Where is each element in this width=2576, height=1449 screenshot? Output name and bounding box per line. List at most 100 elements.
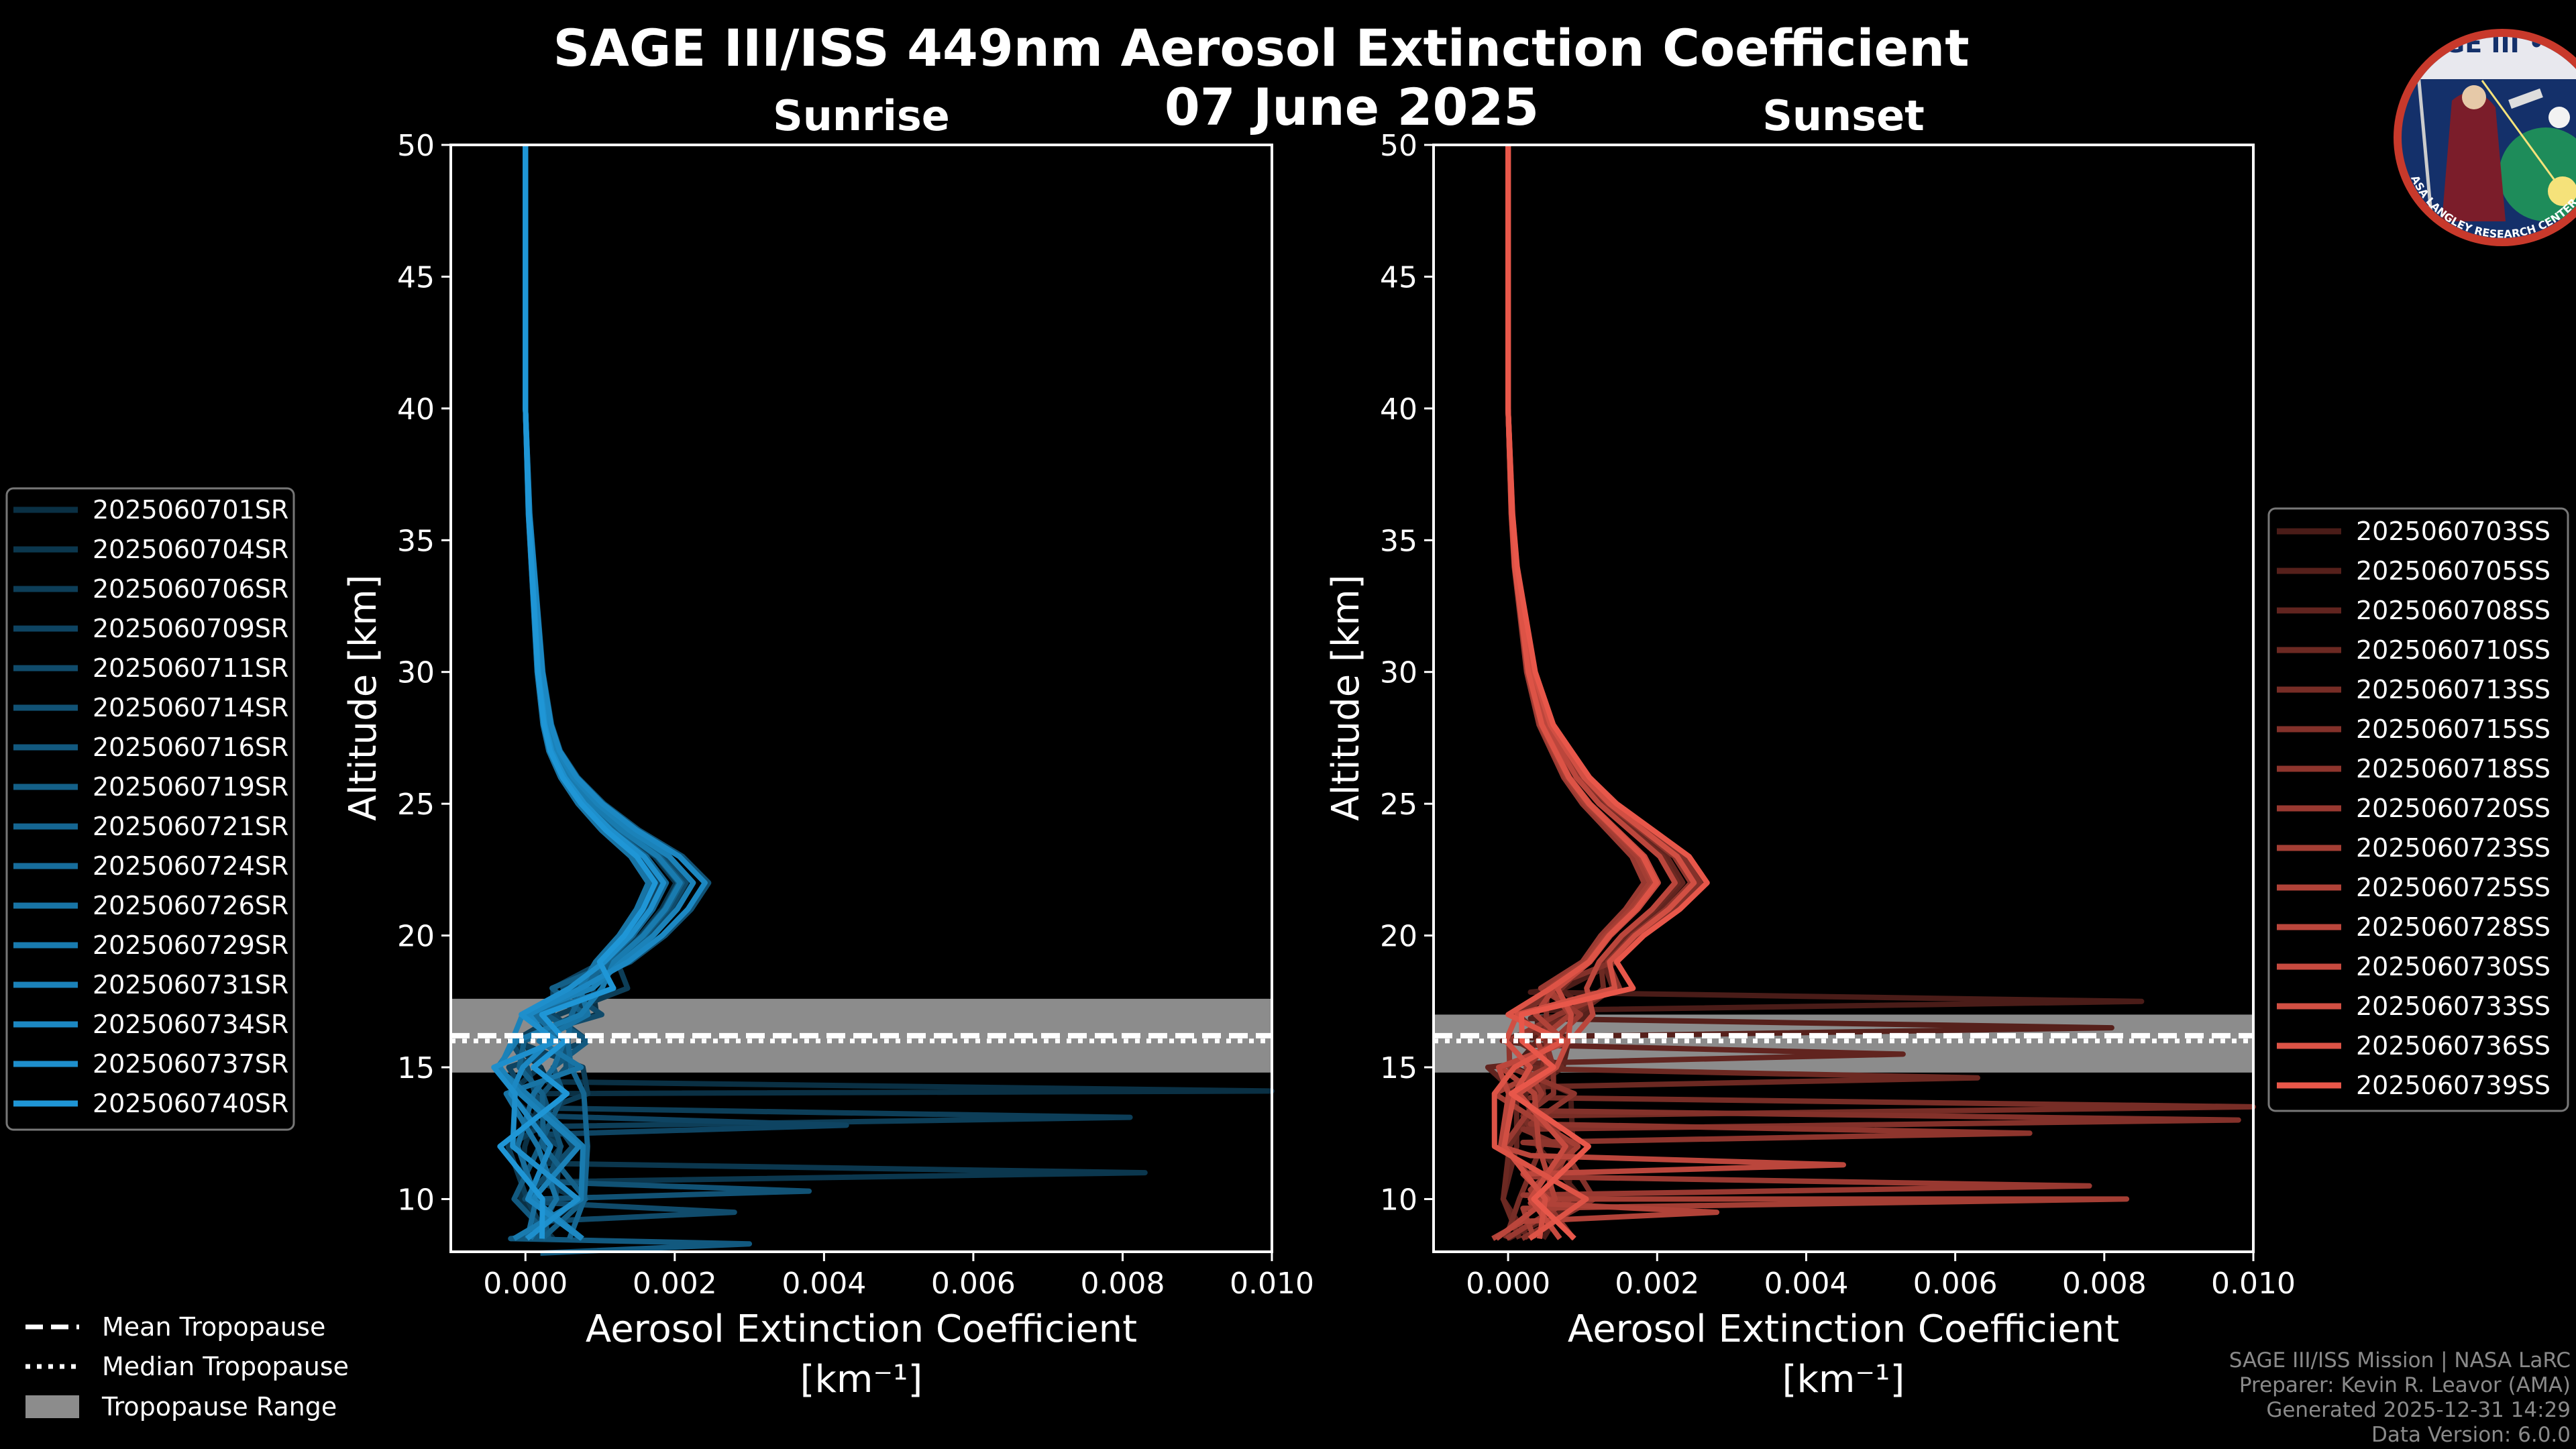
ss-legend-label: 2025060708SS [2356,596,2551,625]
sunset-profile-lines [1485,145,2256,1241]
sunset-axis-ticks: 0.000 0.002 0.004 0.006 0.008 0.010 10 15 20 25 30… [1380,129,2296,1301]
sr-xtick-label: 0.004 [782,1267,866,1301]
sunset-legend-frame [2267,507,2569,1112]
ss-xtick-label: 0.010 [2211,1267,2296,1301]
sunset-plot-frame [1432,144,2255,1253]
sunset-legend: 2025060703SS 2025060705SS 2025060708SS 2025… [2267,507,2569,1112]
median-tropopause-label: Median Tropopause [102,1352,349,1381]
ss-xtick-label: 0.000 [1466,1267,1550,1301]
sunset-xlabel: Aerosol Extinction Coefficient [1568,1307,2119,1351]
sr-xtick-label: 0.002 [633,1267,717,1301]
sr-xtick-label: 0.008 [1080,1267,1165,1301]
sr-ytick-label: 10 [397,1183,435,1217]
ss-xtick-label: 0.006 [1913,1267,1998,1301]
logo-figure-head [2462,85,2486,109]
credit-generated: Generated 2025-12-31 14:29 [2266,1398,2571,1422]
sunrise-tropopause-lines [451,1032,1272,1044]
sunset-panel-title: Sunset [1762,91,1925,140]
sr-legend-label: 2025060726SR [93,891,288,920]
sr-legend-label: 2025060704SR [93,535,288,564]
logo-moon-icon [2548,107,2570,128]
sr-ytick-label: 15 [397,1051,435,1085]
credits: SAGE III/ISS Mission | NASA LaRC Prepare… [2229,1348,2571,1447]
tropopause-legend: Mean Tropopause Median Tropopause Tropop… [25,1312,349,1421]
sunrise-ylabel: Altitude [km] [341,574,385,820]
ss-xtick-label: 0.008 [2062,1267,2147,1301]
ss-ytick-label: 20 [1380,920,1417,954]
sr-legend-label: 2025060716SR [93,733,288,762]
sr-legend-label: 2025060711SR [93,653,288,683]
ss-legend-label: 2025060718SS [2356,754,2551,784]
ss-legend-label: 2025060739SS [2356,1071,2551,1100]
sunrise-axis-ticks: 0.000 0.002 0.004 0.006 0.008 0.010 10 15 20 25 30… [397,129,1314,1301]
credit-mission: SAGE III/ISS Mission | NASA LaRC [2229,1348,2571,1373]
sr-ytick-label: 30 [397,656,435,690]
tropopause-range-label: Tropopause Range [101,1392,337,1421]
figure-title: SAGE III/ISS 449nm Aerosol Extinction Co… [553,18,1969,78]
ss-ytick-label: 50 [1380,129,1417,163]
logo-beam-icon [2481,80,2564,192]
logo-station-icon [2508,88,2543,109]
sr-legend-label: 2025060734SR [93,1010,288,1039]
sr-ytick-label: 35 [397,524,435,558]
ss-ytick-label: 40 [1380,392,1417,427]
credit-preparer: Preparer: Kevin R. Leavor (AMA) [2239,1373,2571,1397]
ss-ytick-label: 35 [1380,524,1417,558]
sr-legend-label: 2025060714SR [93,693,288,722]
ss-legend-label: 2025060713SS [2356,675,2551,704]
ss-ytick-label: 10 [1380,1183,1417,1217]
sunrise-plot-frame [449,144,1273,1253]
ss-legend-label: 2025060728SS [2356,912,2551,942]
ss-legend-label: 2025060705SS [2356,556,2551,586]
sr-ytick-label: 50 [397,129,435,163]
sr-legend-label: 2025060724SR [93,851,288,881]
sr-legend-label: 2025060731SR [93,970,288,1000]
sr-legend-label: 2025060740SR [93,1089,288,1118]
sunrise-profile-lines [491,145,1275,1256]
tropopause-range-swatch [25,1395,79,1418]
ss-ytick-label: 15 [1380,1051,1417,1085]
sr-legend-label: 2025060729SR [93,930,288,960]
sr-xtick-label: 0.006 [931,1267,1016,1301]
logo-staff-icon [2416,73,2434,222]
sr-legend-label: 2025060706SR [93,574,288,604]
figure-date: 07 June 2025 [1165,77,1539,137]
ss-ytick-label: 30 [1380,656,1417,690]
ss-legend-label: 2025060723SS [2356,833,2551,863]
sr-ytick-label: 25 [397,788,435,822]
ss-legend-label: 2025060720SS [2356,794,2551,823]
mean-tropopause-label: Mean Tropopause [102,1312,325,1342]
sunset-panel: 0.000 0.002 0.004 0.006 0.008 0.010 10 15 20 25 30… [1324,129,2296,1401]
sunset-xlabel-units: [km⁻¹] [1782,1358,1905,1401]
sunrise-legend: 2025060701SR 2025060704SR 2025060706SR 2025… [5,487,295,1131]
sr-xtick-label: 0.000 [483,1267,568,1301]
sunrise-panel-title: Sunrise [773,91,950,140]
sunset-tropopause-lines [1434,1032,2253,1044]
ss-ytick-label: 25 [1380,788,1417,822]
sr-legend-label: 2025060737SR [93,1049,288,1079]
ss-ytick-label: 45 [1380,260,1417,294]
sunrise-panel: 0.000 0.002 0.004 0.006 0.008 0.010 10 15 20 25 30… [341,129,1314,1401]
sr-ytick-label: 45 [397,260,435,294]
ss-legend-label: 2025060703SS [2356,517,2551,546]
credit-data-version: Data Version: 6.0.0 [2371,1423,2571,1447]
sunrise-xlabel: Aerosol Extinction Coefficient [586,1307,1137,1351]
sr-profile-2025060740SR [497,145,658,1239]
ss-profile-2025060739SS [1505,145,1710,1241]
sunrise-legend-frame [5,487,295,1131]
sr-xtick-label: 0.010 [1230,1267,1314,1301]
sr-ytick-label: 20 [397,920,435,954]
ss-xtick-label: 0.004 [1764,1267,1848,1301]
ss-xtick-label: 0.002 [1615,1267,1699,1301]
sunset-ylabel: Altitude [km] [1324,574,1368,820]
ss-legend-label: 2025060733SS [2356,991,2551,1021]
sr-legend-label: 2025060721SR [93,812,288,841]
sr-legend-label: 2025060709SR [93,614,288,643]
ss-legend-label: 2025060715SS [2356,714,2551,744]
sr-legend-label: 2025060701SR [93,495,288,525]
ss-legend-label: 2025060725SS [2356,873,2551,902]
sunrise-xlabel-units: [km⁻¹] [800,1358,923,1401]
ss-legend-label: 2025060730SS [2356,952,2551,981]
ss-legend-label: 2025060736SS [2356,1031,2551,1061]
